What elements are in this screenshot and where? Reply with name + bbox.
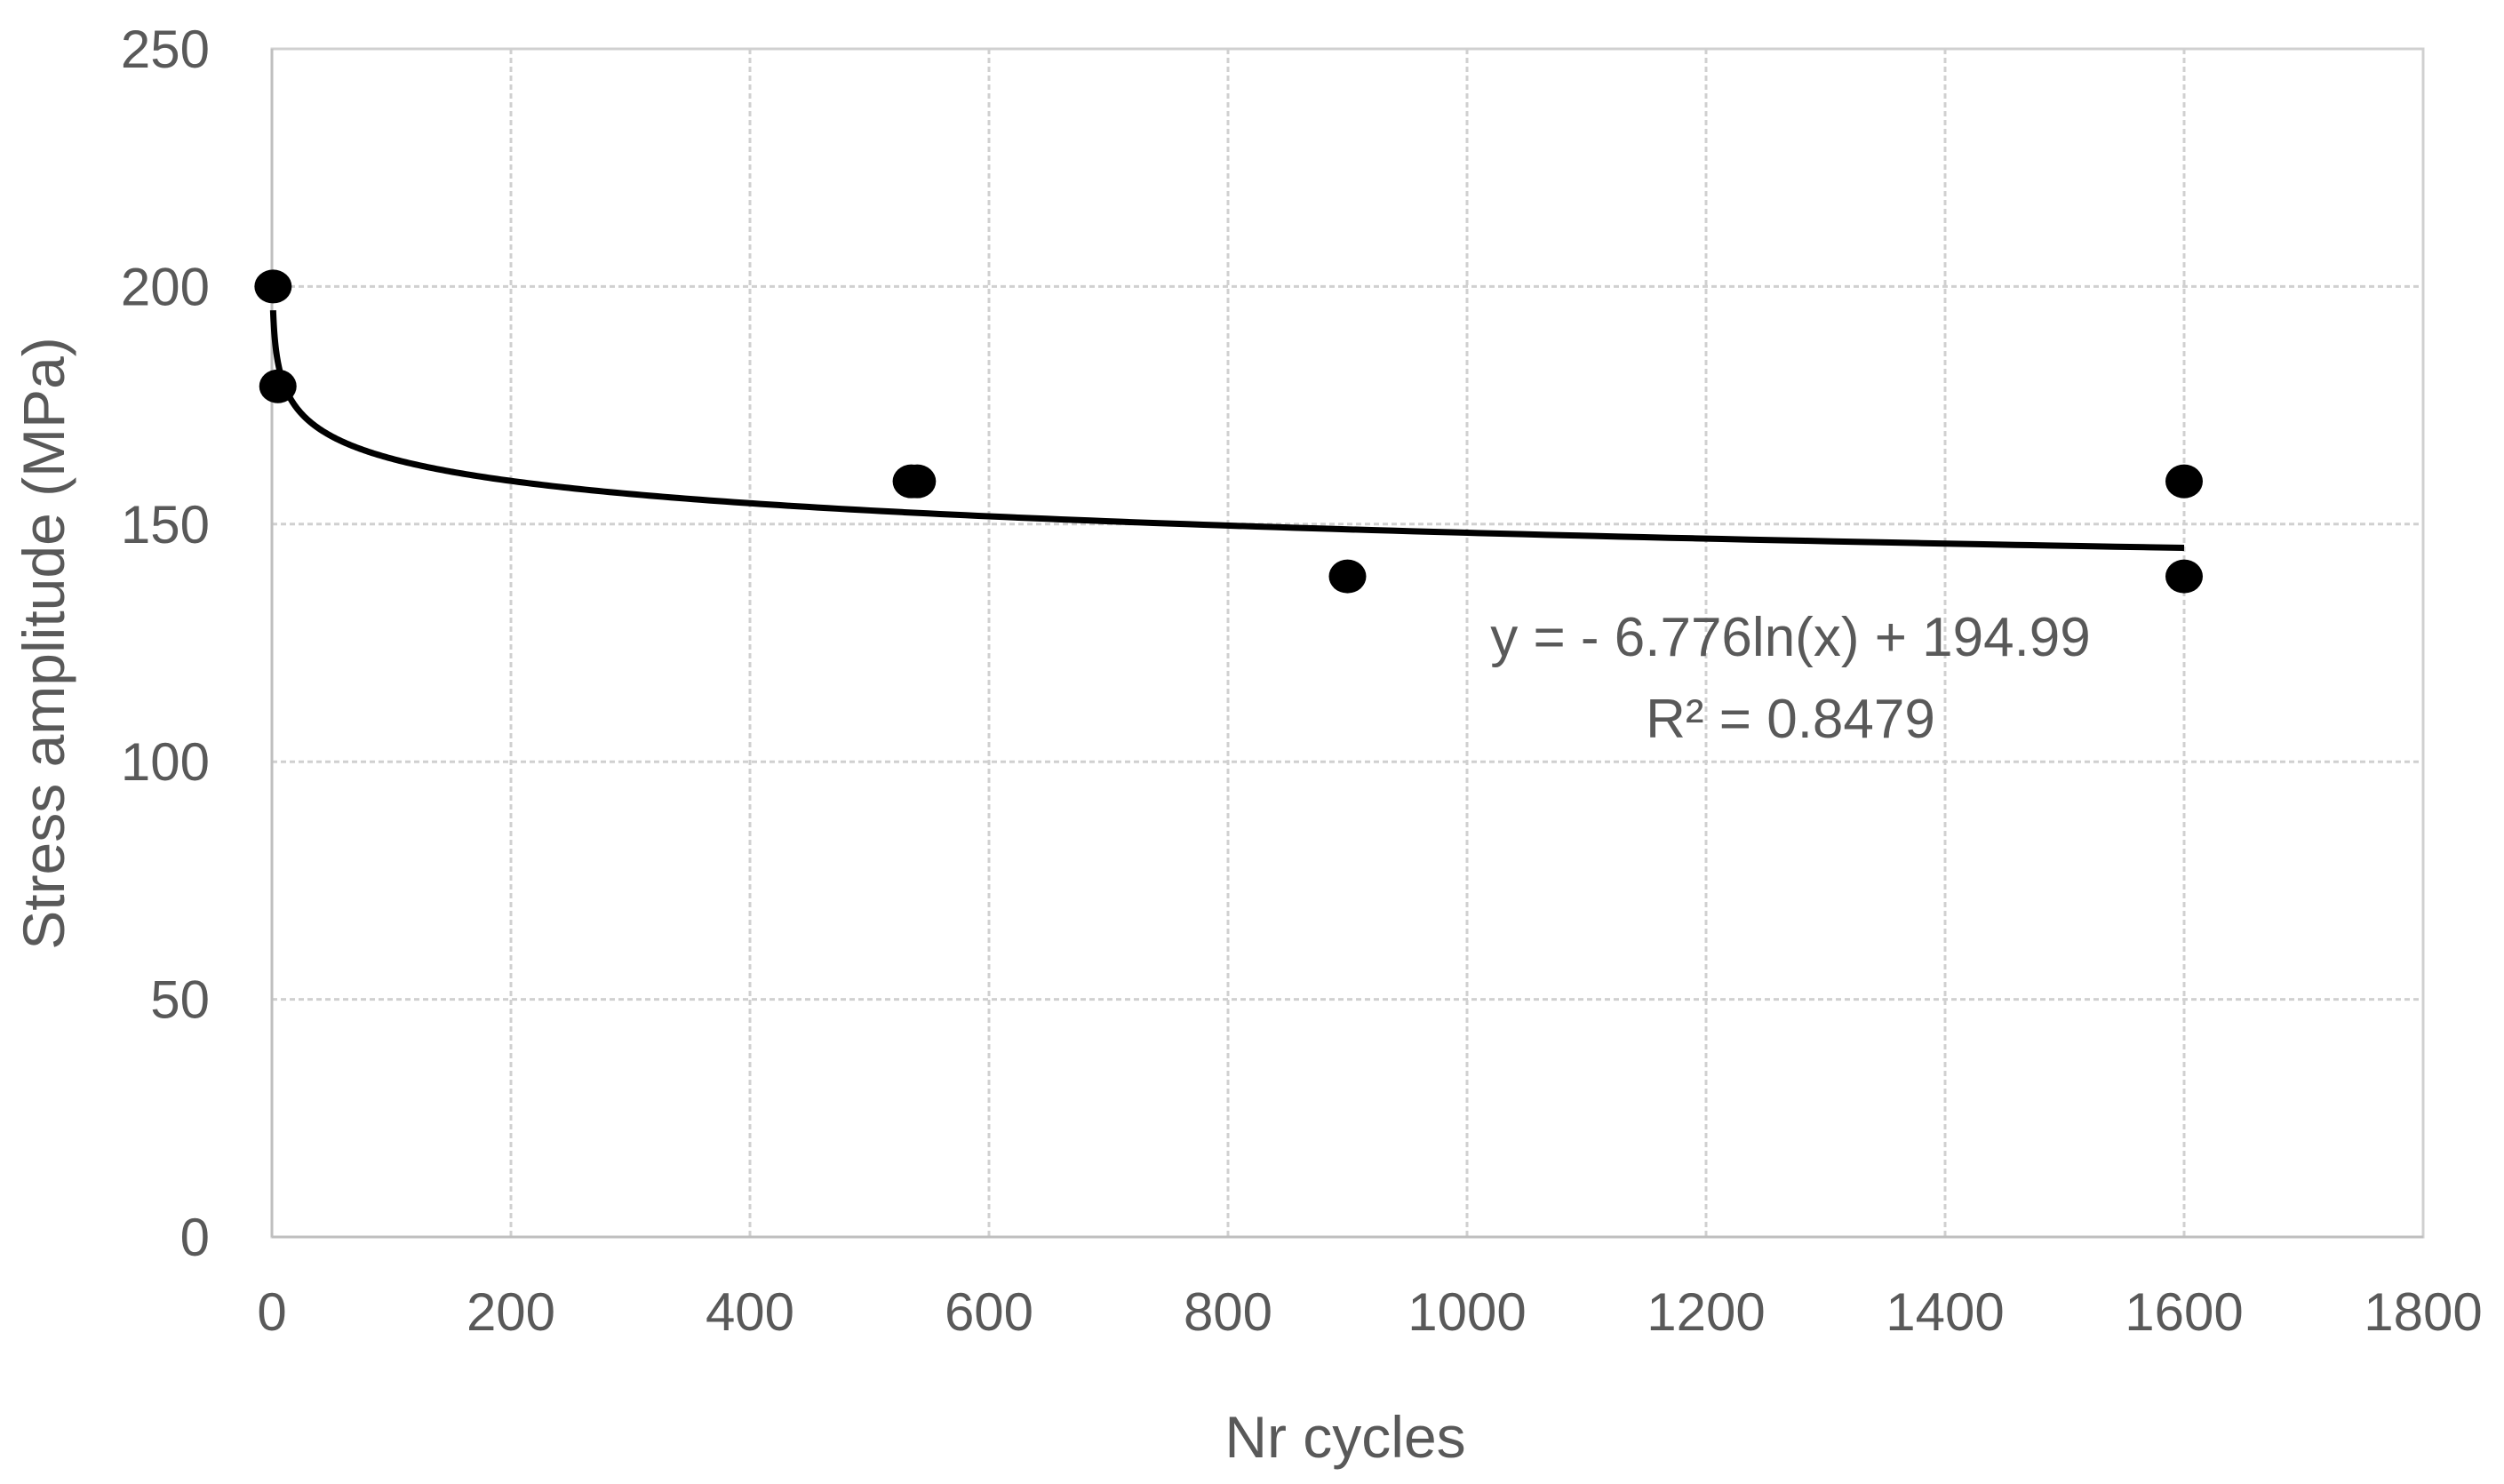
y-tick-label: 200: [121, 257, 210, 316]
axis-layer: 0 200 400 600 800 1000 1200 1400 1600 1800 0 50 100 1…: [121, 20, 2483, 1342]
trendline-r-squared: R² = 0.8479: [1646, 689, 1935, 750]
trendline-equation: y = - 6.776ln(x) + 194.99: [1490, 607, 2091, 668]
x-tick-label: 200: [467, 1282, 555, 1342]
grid-layer: [270, 47, 2425, 1239]
y-tick-label: 50: [150, 970, 210, 1030]
trendline-layer: [269, 310, 2185, 552]
data-point: [898, 464, 937, 499]
x-tick-label: 600: [945, 1282, 1033, 1342]
trendline: [269, 310, 2185, 552]
x-tick-label: 1000: [1408, 1282, 1526, 1342]
x-tick-label: 400: [706, 1282, 794, 1342]
x-tick-label: 1600: [2125, 1282, 2243, 1342]
y-tick-label: 250: [121, 20, 210, 79]
data-point: [259, 369, 297, 403]
x-axis-title: Nr cycles: [1224, 1404, 1465, 1470]
data-points-layer: [254, 269, 2203, 594]
data-point: [254, 269, 292, 304]
data-point: [1328, 559, 1367, 594]
x-tick-label: 800: [1184, 1282, 1272, 1342]
plot-area-border: [270, 47, 2425, 1239]
x-tick-label: 1800: [2364, 1282, 2482, 1342]
y-axis-title: Stress amplitude (MPa): [11, 337, 76, 950]
y-tick-label: 150: [121, 495, 210, 555]
data-point: [2165, 464, 2203, 499]
data-point: [2165, 559, 2203, 594]
x-tick-label: 1400: [1886, 1282, 2004, 1342]
y-tick-label: 100: [121, 732, 210, 792]
y-tick-label: 0: [180, 1208, 210, 1267]
x-tick-label: 1200: [1647, 1282, 1765, 1342]
x-tick-label: 0: [257, 1282, 286, 1342]
